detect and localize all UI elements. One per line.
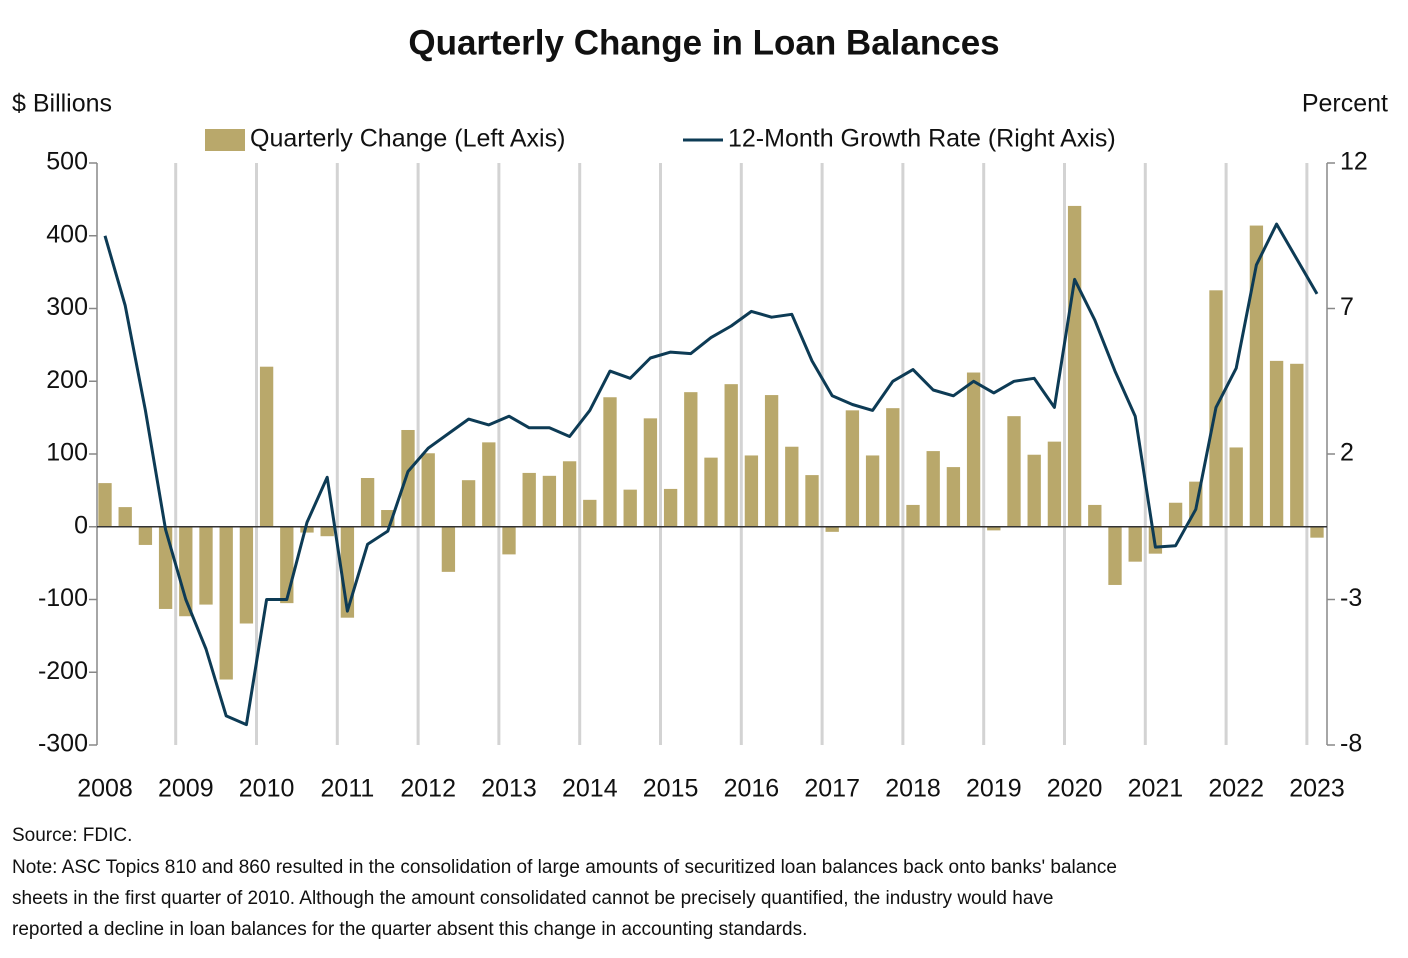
- bar: [1108, 526, 1122, 585]
- bar: [138, 526, 153, 545]
- note-line: reported a decline in loan balances for …: [12, 919, 807, 940]
- bar: [280, 526, 294, 604]
- note-line: Note: ASC Topics 810 and 860 resulted in…: [12, 857, 1117, 878]
- bar: [118, 507, 132, 527]
- bar: [360, 478, 375, 527]
- bar: [663, 488, 678, 527]
- bar: [1128, 526, 1142, 562]
- x-tick-label: 2021: [1128, 775, 1184, 803]
- y-tick-label: 300: [46, 293, 88, 321]
- source: Source: FDIC.: [12, 825, 132, 846]
- chart-title: Quarterly Change in Loan Balances: [408, 23, 999, 62]
- bar: [461, 480, 476, 527]
- bar: [724, 384, 738, 527]
- bar: [320, 526, 334, 537]
- bar: [865, 455, 880, 527]
- y2-tick-label: 7: [1340, 293, 1354, 321]
- bar: [199, 526, 213, 605]
- x-tick-label: 2019: [966, 775, 1022, 803]
- x-tick-label: 2011: [321, 775, 375, 803]
- bar: [684, 392, 698, 527]
- bar: [926, 451, 940, 527]
- bar: [886, 408, 900, 527]
- y2-tick-label: 12: [1340, 148, 1368, 176]
- bar: [987, 526, 1001, 531]
- bar: [421, 453, 435, 527]
- x-tick-label: 2014: [562, 775, 618, 803]
- note-line: sheets in the first quarter of 2010. Alt…: [12, 888, 1053, 909]
- bar: [98, 483, 112, 527]
- bar: [1088, 504, 1102, 527]
- y-tick-label: 400: [46, 220, 88, 248]
- bar: [441, 526, 456, 572]
- x-tick-label: 2017: [804, 775, 860, 803]
- x-tick-label: 2013: [481, 775, 537, 803]
- y-tick-label: -100: [38, 584, 88, 612]
- bar: [219, 526, 233, 680]
- bar: [764, 395, 779, 527]
- bar: [603, 397, 617, 527]
- bar: [744, 455, 759, 527]
- legend-label: 12-Month Growth Rate (Right Axis): [728, 125, 1116, 153]
- legend-label: Quarterly Change (Left Axis): [250, 125, 565, 153]
- line: [103, 222, 1319, 727]
- bar: [1229, 447, 1243, 527]
- y-axis-label: $ Billions: [12, 90, 112, 118]
- y-tick-label: 0: [74, 511, 88, 539]
- bar: [179, 526, 193, 617]
- bar: [239, 526, 254, 624]
- x-tick-label: 2008: [77, 775, 133, 803]
- x-tick-label: 2023: [1289, 775, 1345, 803]
- bar: [542, 475, 557, 527]
- bar: [805, 475, 819, 527]
- y2-tick-label: -8: [1340, 730, 1362, 758]
- bar: [623, 489, 637, 527]
- bar: [1249, 225, 1264, 527]
- bar: [522, 472, 536, 527]
- bar: [966, 372, 981, 527]
- bar: [158, 526, 173, 609]
- bar: [1290, 363, 1304, 527]
- x-tick-label: 2010: [239, 775, 295, 803]
- bar: [562, 461, 577, 527]
- x-tick-label: 2016: [724, 775, 780, 803]
- bar: [482, 442, 496, 527]
- x-tick-label: 2012: [400, 775, 456, 803]
- y2-axis-label: Percent: [1302, 90, 1388, 118]
- y-tick-label: 100: [46, 439, 88, 467]
- y-tick-label: -300: [38, 730, 88, 758]
- x-tick-label: 2015: [643, 775, 699, 803]
- bar: [1007, 416, 1021, 527]
- bar: [1067, 205, 1082, 527]
- y2-tick-label: -3: [1340, 584, 1362, 612]
- bar: [1269, 360, 1284, 527]
- bar: [1027, 454, 1041, 527]
- bar: [1168, 502, 1183, 527]
- bar: [1047, 441, 1062, 527]
- bar: [946, 467, 961, 527]
- bar: [825, 526, 839, 532]
- y2-tick-label: 2: [1340, 439, 1354, 467]
- bar: [401, 429, 415, 527]
- bar: [906, 504, 920, 527]
- bar: [583, 499, 597, 527]
- y-tick-label: 500: [46, 148, 88, 176]
- bar: [259, 366, 274, 527]
- y-tick-label: -200: [38, 657, 88, 685]
- bar: [300, 526, 314, 533]
- x-tick-label: 2022: [1208, 775, 1264, 803]
- bar: [502, 526, 516, 555]
- x-tick-label: 2009: [158, 775, 214, 803]
- x-tick-label: 2018: [885, 775, 941, 803]
- bar: [845, 410, 860, 527]
- x-tick-label: 2020: [1047, 775, 1103, 803]
- y-tick-label: 200: [46, 366, 88, 394]
- bar: [785, 446, 799, 527]
- legend-swatch: [205, 129, 245, 151]
- bar: [1310, 526, 1324, 538]
- bar: [643, 418, 658, 527]
- bar: [704, 457, 718, 527]
